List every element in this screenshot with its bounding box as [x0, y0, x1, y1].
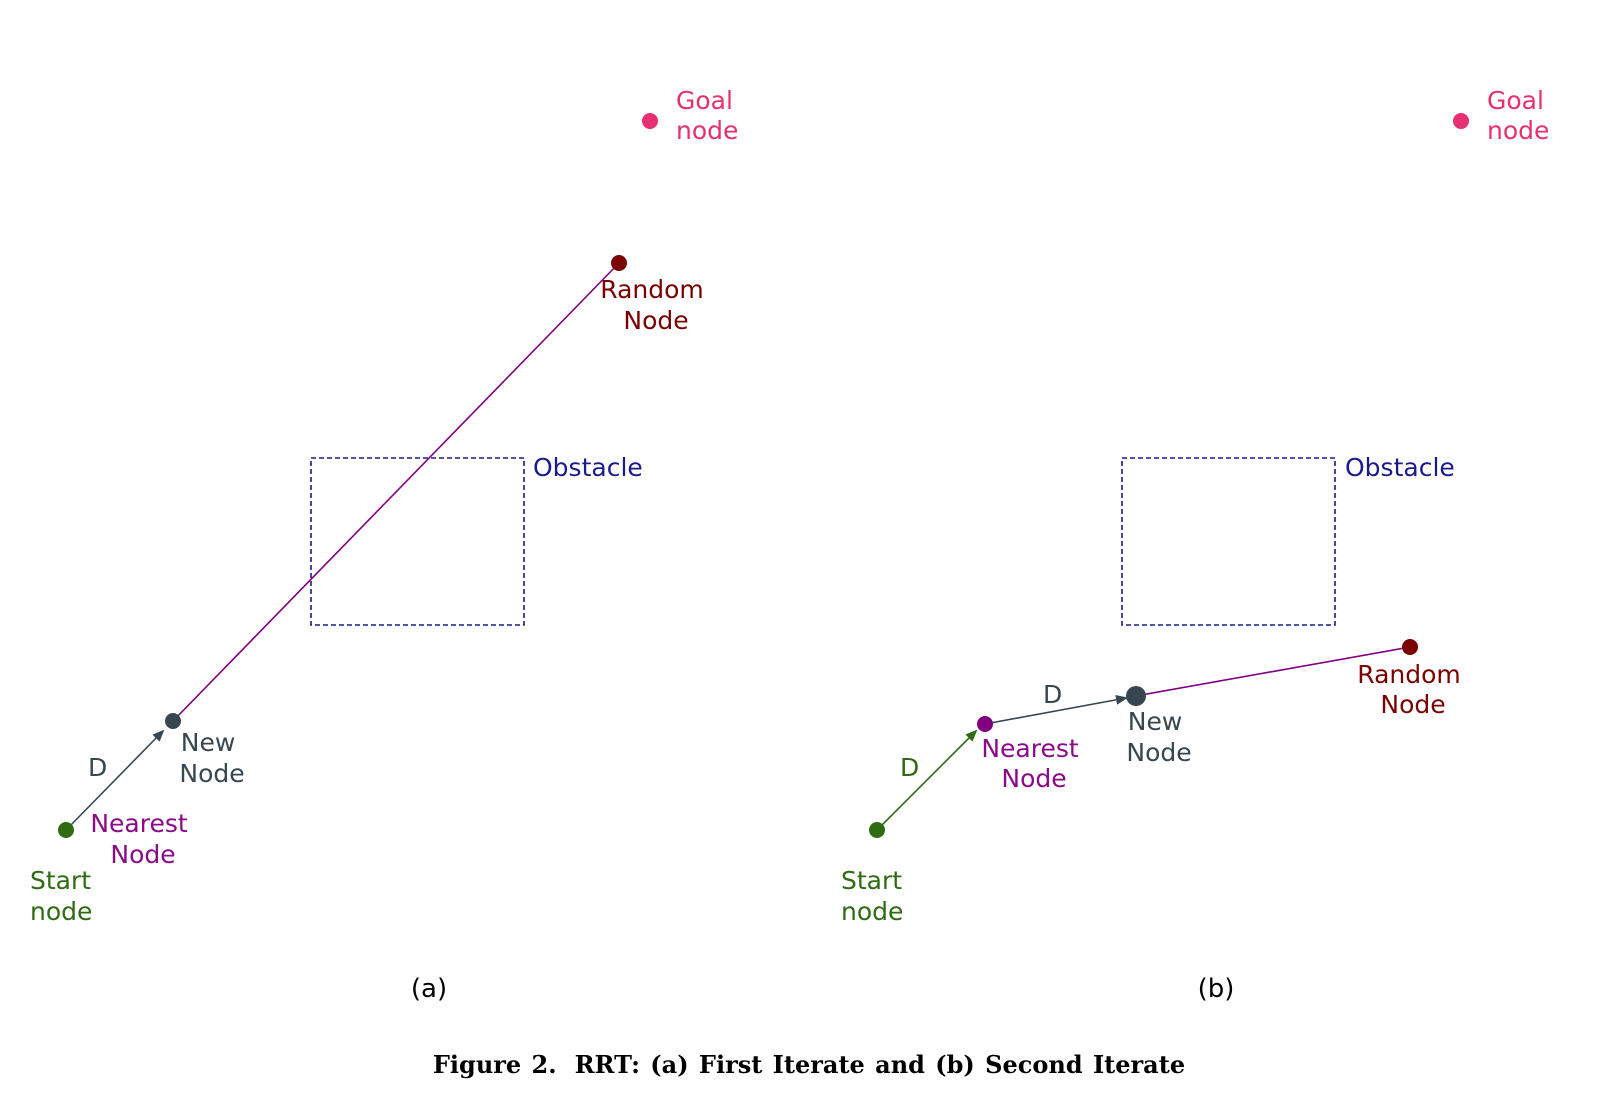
tree-to-random-line: [1135, 646, 1411, 697]
goal-node: [1453, 113, 1469, 129]
panel-a-sublabel: (a): [411, 974, 447, 1004]
new-node-label: New Node: [1126, 707, 1191, 767]
goal-node: [642, 113, 658, 129]
new-node-label: New Node: [179, 728, 244, 788]
new-node: [1126, 686, 1146, 706]
obstacle-box: [310, 457, 525, 626]
new-node: [165, 713, 181, 729]
panel-b: Obstacle D D Goal node Random Node New N…: [841, 86, 1552, 1004]
start-node: [58, 822, 74, 838]
step-arrow-1: [876, 729, 978, 831]
start-node-label: Start node: [30, 866, 99, 926]
step-label-2: D: [1043, 680, 1062, 709]
obstacle-label: Obstacle: [1345, 453, 1455, 482]
random-node: [611, 255, 627, 271]
random-node-label: Random Node: [1357, 660, 1468, 719]
goal-node-label: Goal node: [1487, 86, 1552, 145]
caption-text: RRT: (a) First Iterate and (b) Second It…: [574, 1050, 1186, 1079]
nearest-node-label: Nearest Node: [90, 809, 195, 869]
step-arrow: [65, 729, 165, 831]
step-label: D: [88, 753, 107, 782]
caption-number: Figure 2.: [432, 1050, 557, 1079]
nearest-node: [977, 716, 993, 732]
start-node: [869, 822, 885, 838]
random-node-label: Random Node: [600, 275, 711, 335]
obstacle-box: [1121, 457, 1336, 626]
panel-b-sublabel: (b): [1198, 974, 1235, 1004]
nearest-node-label: Nearest Node: [981, 734, 1086, 793]
step-arrow-2: [984, 694, 1128, 725]
random-node: [1402, 639, 1418, 655]
panel-a: Obstacle D Goal node Random Node New Nod…: [30, 86, 741, 1004]
figure-caption: Figure 2. RRT: (a) First Iterate and (b) …: [0, 1050, 1618, 1079]
tree-to-random-line: [172, 262, 620, 722]
step-label-1: D: [900, 753, 919, 782]
obstacle-label: Obstacle: [533, 453, 643, 482]
start-node-label: Start node: [841, 866, 910, 926]
goal-node-label: Goal node: [676, 86, 741, 145]
